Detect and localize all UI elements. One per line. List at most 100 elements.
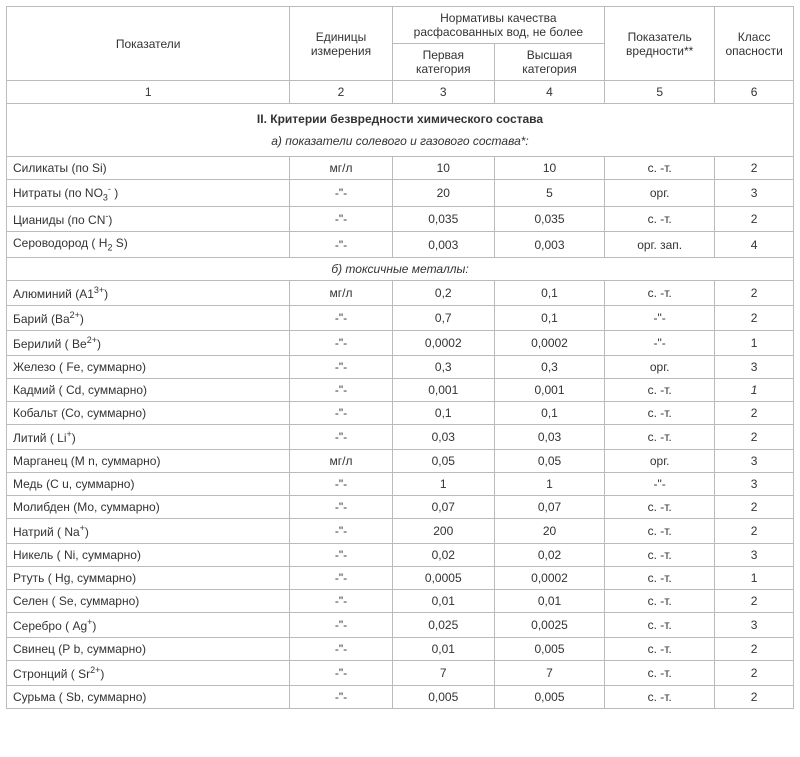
cell-class: 1 [715,566,794,589]
cell-unit: -"- [290,330,392,355]
cell-indicator: Марганец (М n, суммарно) [7,449,290,472]
table-row: Берилий ( Ве2+)-"-0,00020,0002-"-1 [7,330,794,355]
cell-hazard: с. -т. [605,495,715,518]
colnum-5: 5 [605,81,715,104]
cell-hazard: с. -т. [605,280,715,305]
cell-indicator: Сероводород ( H2 S) [7,232,290,257]
cell-hazard: с. -т. [605,660,715,685]
cell-hazard: с. -т. [605,378,715,401]
cell-unit: -"- [290,207,392,232]
cell-hazard: с. -т. [605,612,715,637]
cell-hazard: с. -т. [605,518,715,543]
cell-hazard: с. -т. [605,207,715,232]
cell-hazard: орг. [605,355,715,378]
cell-unit: -"- [290,589,392,612]
cell-first-cat: 0,003 [392,232,494,257]
cell-high-cat: 0,02 [494,543,604,566]
cell-hazard: -"- [605,472,715,495]
cell-indicator: Свинец (Р b, суммарно) [7,637,290,660]
cell-indicator: Алюминий (А13+) [7,280,290,305]
cell-indicator: Селен ( Se, суммарно) [7,589,290,612]
cell-first-cat: 7 [392,660,494,685]
cell-first-cat: 0,035 [392,207,494,232]
header-col4: Высшая категория [494,44,604,81]
cell-first-cat: 0,2 [392,280,494,305]
table-row: Барий (Ва2+)-"-0,70,1-"-2 [7,305,794,330]
cell-high-cat: 0,0002 [494,566,604,589]
cell-high-cat: 0,005 [494,685,604,708]
cell-class: 2 [715,589,794,612]
cell-class: 2 [715,207,794,232]
cell-class: 2 [715,424,794,449]
cell-high-cat: 0,001 [494,378,604,401]
cell-unit: -"- [290,518,392,543]
cell-first-cat: 0,0002 [392,330,494,355]
table-row: Сероводород ( H2 S)-"-0,0030,003орг. зап… [7,232,794,257]
cell-first-cat: 0,1 [392,401,494,424]
table-row: Молибден (Мо, суммарно)-"-0,070,07с. -т.… [7,495,794,518]
cell-hazard: с. -т. [605,685,715,708]
cell-high-cat: 0,03 [494,424,604,449]
cell-hazard: -"- [605,305,715,330]
cell-class: 1 [715,330,794,355]
cell-class: 2 [715,401,794,424]
table-row: Силикаты (по Si)мг/л1010с. -т.2 [7,157,794,180]
cell-first-cat: 0,001 [392,378,494,401]
cell-high-cat: 5 [494,180,604,207]
cell-unit: -"- [290,495,392,518]
cell-high-cat: 0,1 [494,305,604,330]
cell-class: 3 [715,355,794,378]
cell-indicator: Берилий ( Ве2+) [7,330,290,355]
cell-unit: -"- [290,424,392,449]
cell-hazard: с. -т. [605,424,715,449]
cell-hazard: с. -т. [605,566,715,589]
cell-class: 2 [715,685,794,708]
table-row: Сурьма ( Sb, суммарно)-"-0,0050,005с. -т… [7,685,794,708]
cell-class: 2 [715,157,794,180]
cell-first-cat: 0,03 [392,424,494,449]
table-row: Серебро ( Ag+)-"-0,0250,0025с. -т.3 [7,612,794,637]
cell-indicator: Барий (Ва2+) [7,305,290,330]
cell-indicator: Силикаты (по Si) [7,157,290,180]
cell-unit: мг/л [290,157,392,180]
cell-indicator: Кадмий ( Cd, суммарно) [7,378,290,401]
cell-class: 2 [715,660,794,685]
cell-hazard: с. -т. [605,543,715,566]
cell-unit: -"- [290,180,392,207]
cell-indicator: Литий ( Li+) [7,424,290,449]
cell-indicator: Сурьма ( Sb, суммарно) [7,685,290,708]
cell-unit: -"- [290,232,392,257]
cell-high-cat: 20 [494,518,604,543]
cell-indicator: Ртуть ( Hg, суммарно) [7,566,290,589]
cell-class: 2 [715,305,794,330]
cell-hazard: -"- [605,330,715,355]
cell-first-cat: 0,01 [392,589,494,612]
cell-hazard: орг. зап. [605,232,715,257]
cell-class: 2 [715,518,794,543]
header-col2: Единицы измерения [290,7,392,81]
cell-first-cat: 10 [392,157,494,180]
cell-hazard: с. -т. [605,401,715,424]
colnum-1: 1 [7,81,290,104]
cell-high-cat: 1 [494,472,604,495]
cell-high-cat: 0,05 [494,449,604,472]
table-row: Алюминий (А13+)мг/л0,20,1с. -т.2 [7,280,794,305]
cell-first-cat: 0,3 [392,355,494,378]
cell-high-cat: 0,1 [494,280,604,305]
table-row: Нитраты (по NO3- )-"-205орг.3 [7,180,794,207]
cell-high-cat: 7 [494,660,604,685]
cell-high-cat: 0,3 [494,355,604,378]
cell-first-cat: 0,02 [392,543,494,566]
cell-indicator: Цианиды (по CN-) [7,207,290,232]
cell-class: 2 [715,637,794,660]
cell-unit: -"- [290,637,392,660]
cell-hazard: с. -т. [605,637,715,660]
cell-first-cat: 0,0005 [392,566,494,589]
cell-unit: -"- [290,401,392,424]
cell-class: 1 [715,378,794,401]
cell-indicator: Серебро ( Ag+) [7,612,290,637]
section-subtitle: а) показатели солевого и газового состав… [7,130,794,157]
cell-unit: -"- [290,472,392,495]
cell-indicator: Железо ( Fe, суммарно) [7,355,290,378]
cell-unit: мг/л [290,280,392,305]
